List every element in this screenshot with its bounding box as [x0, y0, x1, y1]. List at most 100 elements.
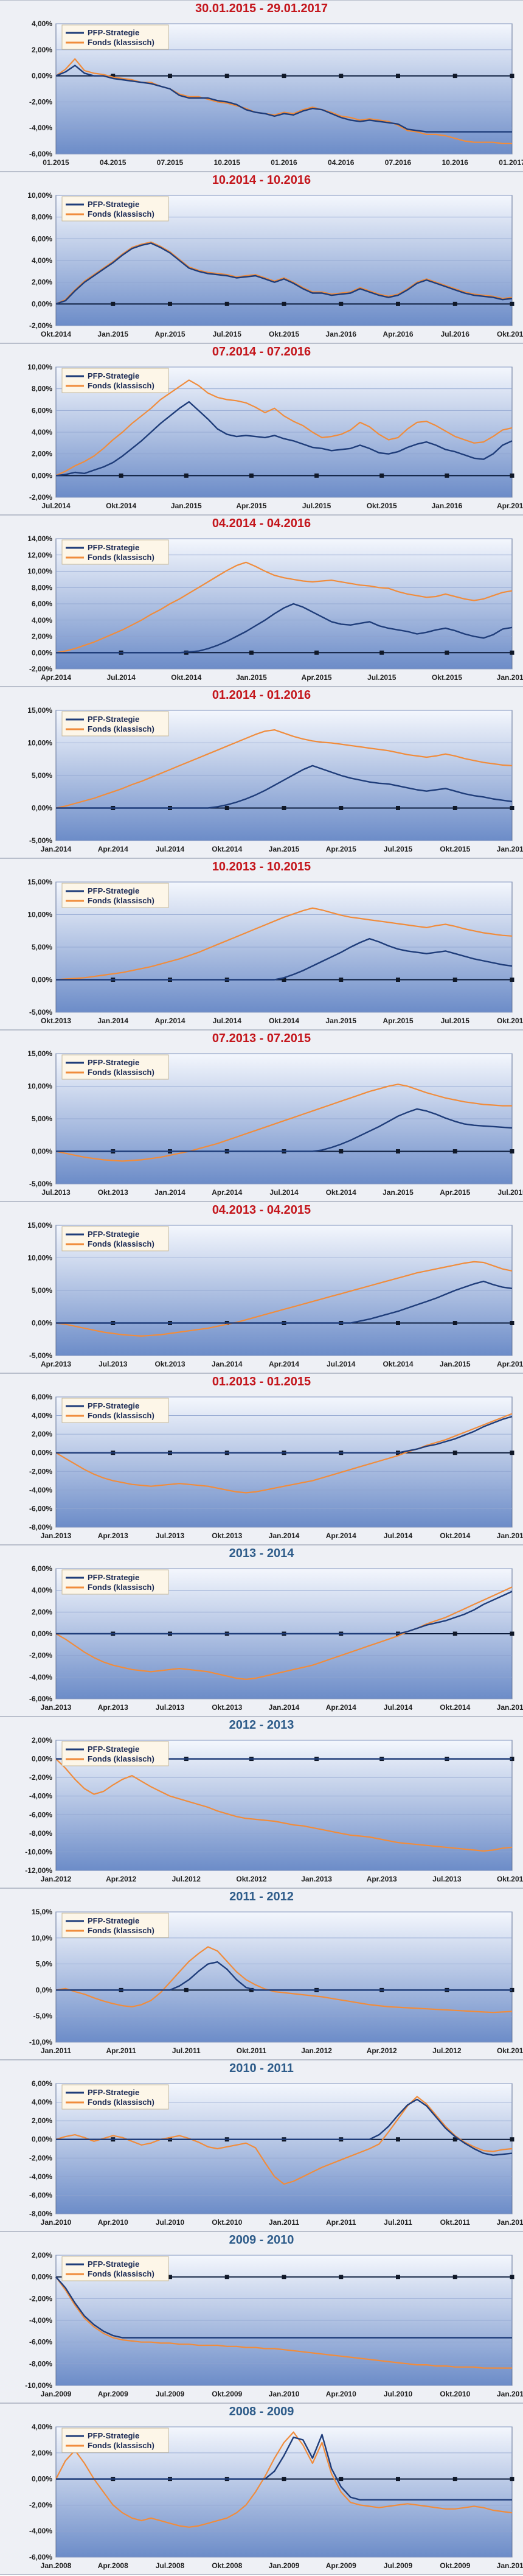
legend-box	[61, 1569, 169, 1595]
y-tick-label: 15,00%	[27, 1049, 52, 1058]
y-tick-label: 15,00%	[27, 706, 52, 715]
x-tick-label: 01.2016	[271, 158, 297, 167]
y-tick-label: 6,00%	[32, 1564, 52, 1573]
x-tick-label: Okt.2014	[106, 502, 136, 510]
x-tick-label: Apr.2014	[269, 1360, 299, 1368]
y-tick-label: 5,0%	[36, 1960, 53, 1969]
x-tick-label: Jul.2011	[384, 2218, 412, 2227]
x-tick-label: Jan.2015	[497, 1703, 523, 1712]
y-tick-label: 0,00%	[32, 471, 52, 480]
y-tick-label: -4,00%	[29, 1792, 52, 1801]
x-tick-label: Apr.2011	[326, 2218, 356, 2227]
baseline-marker	[339, 74, 344, 79]
baseline-marker	[111, 74, 116, 79]
line-chart: 15,0% 10,0% 5,0% 0,0% -5,0% -10,0%Jan.2011 Apr…	[29, 1908, 523, 2055]
y-tick-label: -5,00%	[29, 1008, 52, 1017]
series-line-fonds-klassisch	[55, 1261, 513, 1337]
x-tick-label: Jul.2009	[156, 2390, 185, 2398]
baseline-marker	[396, 806, 400, 810]
legend-label: Fonds (klassisch)	[88, 896, 154, 905]
chart-title: 2008 - 2009	[229, 2405, 294, 2418]
y-tick-label: -2,00%	[29, 1467, 52, 1475]
chart-panel: 10.2013 - 10.2015 15,00% 10,00% 5,00% 0,00% -…	[0, 858, 523, 1030]
x-tick-label: Jan.2012	[301, 2046, 332, 2055]
series-line-fonds-klassisch	[55, 1586, 513, 1680]
x-tick-label: Okt.2009	[212, 2390, 242, 2398]
legend-label: Fonds (klassisch)	[88, 381, 154, 390]
x-tick-label: Jul.2012	[172, 1875, 201, 1883]
x-tick-label: Apr.2014	[41, 673, 71, 682]
y-tick-label: -5,0%	[33, 2012, 53, 2020]
chart-title: 30.01.2015 - 29.01.2017	[195, 2, 328, 15]
y-tick-label: 0,00%	[32, 1629, 52, 1638]
series-line-fonds-klassisch	[55, 1946, 513, 2014]
legend-box	[61, 711, 169, 737]
baseline-marker	[396, 2275, 400, 2280]
y-tick-label: 10,00%	[27, 1254, 52, 1262]
x-tick-label: Apr.2015	[302, 673, 332, 682]
baseline-marker	[339, 2275, 344, 2280]
line-chart: 4,00%2,00%0,00%-2,00%-4,00%-6,00%Jan.200…	[29, 2423, 523, 2570]
y-tick-label: 10,00%	[27, 1082, 52, 1091]
series-line-pfp-strategie	[56, 2434, 512, 2501]
y-tick-label: -6,00%	[29, 2553, 52, 2561]
y-tick-label: 10,00%	[27, 191, 52, 200]
y-tick-label: 0,00%	[32, 648, 52, 657]
x-tick-label: Okt.2011	[440, 2218, 471, 2227]
series-line-pfp-strategie	[56, 1961, 512, 1991]
baseline-marker	[510, 2275, 514, 2280]
series-line-pfp-strategie	[55, 242, 513, 305]
y-tick-label: -6,00%	[29, 150, 52, 158]
y-tick-label: 2,00%	[32, 278, 52, 287]
chart-title: 04.2013 - 04.2015	[212, 1203, 311, 1217]
chart-title: 07.2013 - 07.2015	[212, 1032, 311, 1045]
x-tick-label: Apr.2015	[497, 1360, 523, 1368]
x-tick-label: 07.2016	[385, 158, 412, 167]
y-tick-label: -5,00%	[29, 1351, 52, 1360]
x-tick-label: Okt.2015	[269, 330, 299, 338]
x-tick-label: Okt.2013	[212, 1703, 242, 1712]
series-line-fonds-klassisch	[55, 1758, 513, 1852]
y-tick-label: 0,0%	[36, 1986, 53, 1994]
line-chart: 2,00% 0,00% -2,00% -4,00% -6,00% -8,00% -10,00…	[25, 2251, 523, 2398]
y-tick-label: 15,00%	[27, 878, 52, 886]
baseline-marker	[510, 473, 514, 478]
y-tick-label: -10,00%	[25, 2381, 52, 2390]
baseline-marker	[396, 2477, 400, 2482]
x-tick-label: Jan.2016	[497, 673, 523, 682]
x-tick-label: Jan.2011	[41, 2046, 71, 2055]
y-tick-label: 0,00%	[32, 299, 52, 308]
x-tick-label: Jan.2010	[269, 2390, 300, 2398]
chart-title: 2011 - 2012	[229, 1890, 294, 1903]
x-tick-label: Jan.2010	[41, 2218, 72, 2227]
y-tick-label: 5,00%	[32, 943, 52, 951]
x-tick-label: Apr.2012	[106, 1875, 136, 1883]
x-tick-label: Apr.2014	[98, 845, 128, 853]
legend-label: PFP-Strategie	[88, 28, 139, 37]
legend-label: Fonds (klassisch)	[88, 2441, 154, 2450]
y-tick-label: 2,00%	[32, 2116, 52, 2125]
series-line-fonds-klassisch	[55, 379, 513, 477]
x-tick-label: Okt.2014	[440, 1531, 470, 1540]
chart-panel: 30.01.2015 - 29.01.2017 4,00% 2,00% 0,00% -2…	[0, 0, 523, 172]
x-tick-label: Jul.2014	[384, 1531, 413, 1540]
baseline-marker	[314, 473, 319, 478]
x-tick-label: Jan.2011	[269, 2218, 299, 2227]
series-line-pfp-strategie	[56, 1108, 513, 1152]
baseline-marker	[396, 978, 400, 982]
x-tick-label: Jan.2015	[171, 502, 202, 510]
baseline-marker	[339, 806, 344, 810]
x-tick-label: Jan.2012	[41, 1875, 72, 1883]
y-tick-label: 8,00%	[32, 583, 52, 592]
x-tick-label: Jul.2015	[384, 845, 413, 853]
chart-title: 01.2013 - 01.2015	[212, 1375, 311, 1388]
x-tick-label: Okt.2014	[41, 330, 71, 338]
y-tick-label: 15,0%	[32, 1908, 52, 1916]
chart-title: 2013 - 2014	[229, 1547, 294, 1560]
y-tick-label: 4,00%	[32, 1412, 52, 1420]
baseline-marker	[510, 978, 514, 982]
x-tick-label: Apr.2014	[154, 1017, 185, 1025]
x-tick-label: Jan.2014	[269, 1703, 300, 1712]
baseline-marker	[282, 978, 286, 982]
line-chart: 15,00% 10,00% 5,00% 0,00% -5,00%Apr.2013 Jul.…	[27, 1221, 523, 1368]
